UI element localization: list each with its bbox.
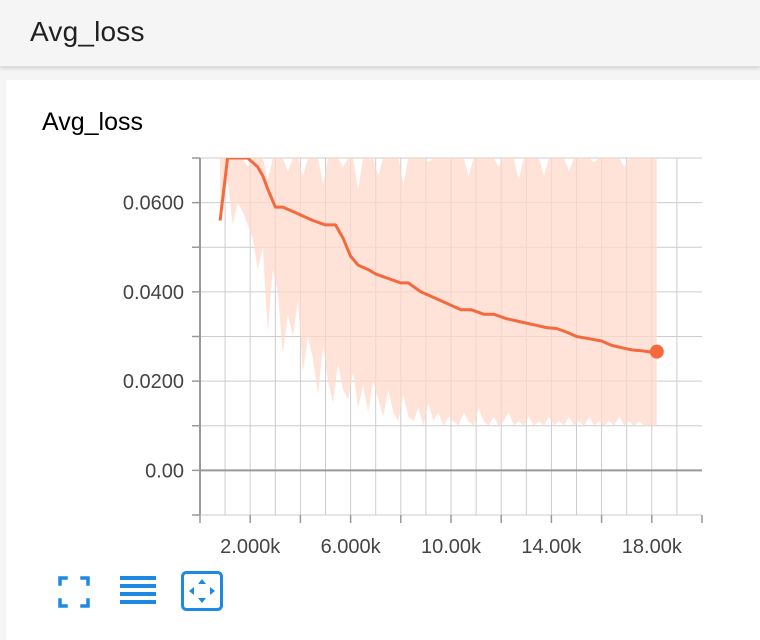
- loss-line-chart[interactable]: 0.00 0.0200 0.0400 0.0600 2.000k 6.000k 10.00k…: [6, 80, 760, 560]
- tag-group-title: Avg_loss: [30, 16, 145, 47]
- toggle-lines-button[interactable]: [116, 570, 160, 614]
- smoothed-loss-line: [218, 158, 657, 354]
- y-tick-label: 0.0200: [123, 371, 184, 393]
- y-tick-label: 0.0400: [123, 282, 184, 304]
- last-point-marker: [649, 344, 664, 359]
- card-title: Avg_loss: [42, 108, 143, 136]
- toggle-lines-icon: [120, 576, 156, 604]
- scalar-card: Avg_loss 0.00 0.0200 0.0400 0.0600 2.000k 6.0…: [6, 80, 760, 640]
- fullscreen-icon: [58, 576, 90, 608]
- x-tick-label: 14.00k: [521, 536, 582, 558]
- fit-domain-icon: [181, 571, 223, 611]
- raw-loss-band: [220, 158, 657, 426]
- x-tick-label: 2.000k: [220, 536, 281, 558]
- y-tick-label: 0.00: [145, 460, 184, 482]
- fit-domain-button[interactable]: [180, 570, 224, 614]
- y-tick-label: 0.0600: [123, 193, 184, 215]
- x-tick-label: 18.00k: [622, 536, 683, 558]
- tag-group-header[interactable]: Avg_loss: [0, 0, 760, 67]
- x-tick-label: 6.000k: [321, 536, 382, 558]
- x-tick-label: 10.00k: [421, 536, 482, 558]
- fullscreen-button[interactable]: [52, 570, 96, 614]
